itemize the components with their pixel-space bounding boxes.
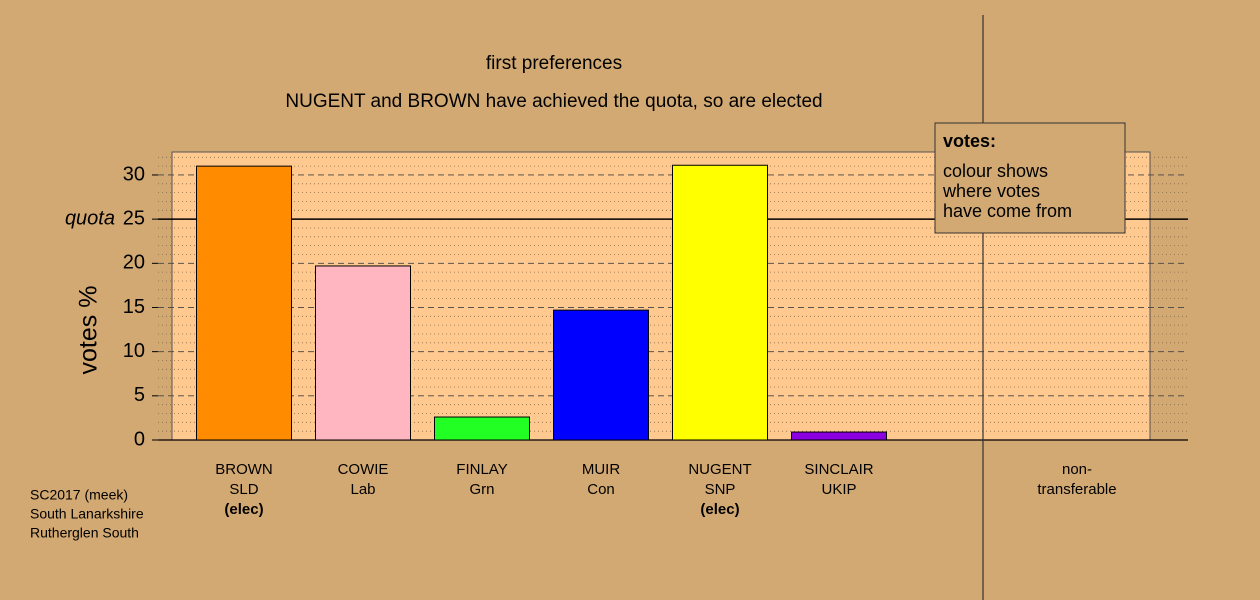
x-tick-label: MUIR xyxy=(582,461,620,478)
legend-text: have come from xyxy=(943,201,1072,221)
bar xyxy=(315,265,411,441)
legend-text: colour shows xyxy=(943,161,1048,181)
bars xyxy=(196,164,887,441)
x-tick-label: SINCLAIR xyxy=(804,461,873,478)
footnote: SC2017 (meek) xyxy=(30,487,128,503)
chart-title: first preferences xyxy=(486,53,622,74)
y-tick-label: 15 xyxy=(123,296,145,318)
bar xyxy=(196,165,292,441)
y-tick-label: 10 xyxy=(123,340,145,362)
bar xyxy=(672,164,768,441)
x-tick-label: Grn xyxy=(469,481,494,498)
chart-subtitle: NUGENT and BROWN have achieved the quota… xyxy=(285,91,822,112)
footnote: Rutherglen South xyxy=(30,525,139,541)
y-tick-label: 30 xyxy=(123,163,145,185)
bar xyxy=(791,431,887,441)
y-tick-label: 0 xyxy=(134,428,145,450)
bar xyxy=(434,416,530,441)
x-tick-label: (elec) xyxy=(224,501,263,518)
legend: votes: colour shows where votes have com… xyxy=(934,122,1126,234)
legend-box xyxy=(934,122,1126,234)
footnote: South Lanarkshire xyxy=(30,506,144,522)
y-tick-label: 20 xyxy=(123,252,145,274)
x-tick-label: Lab xyxy=(350,481,375,498)
x-tick-label: NUGENT xyxy=(688,461,751,478)
quota-label: quota xyxy=(65,207,115,229)
x-tick-label: COWIE xyxy=(338,461,389,478)
legend-text: where votes xyxy=(942,181,1040,201)
y-tick-label: 25 xyxy=(123,207,145,229)
x-tick-label: non- xyxy=(1062,461,1092,478)
x-tick-label: Con xyxy=(587,481,615,498)
x-tick-label: SNP xyxy=(705,481,736,498)
legend-title: votes: xyxy=(943,131,996,151)
x-tick-label: FINLAY xyxy=(456,461,507,478)
x-tick-label: BROWN xyxy=(215,461,273,478)
bar xyxy=(553,309,649,441)
y-axis-label: votes % xyxy=(75,286,103,375)
x-tick-label: transferable xyxy=(1037,481,1116,498)
x-tick-label: (elec) xyxy=(700,501,739,518)
y-tick-label: 5 xyxy=(134,384,145,406)
x-tick-label: SLD xyxy=(229,481,258,498)
x-tick-label: UKIP xyxy=(821,481,856,498)
